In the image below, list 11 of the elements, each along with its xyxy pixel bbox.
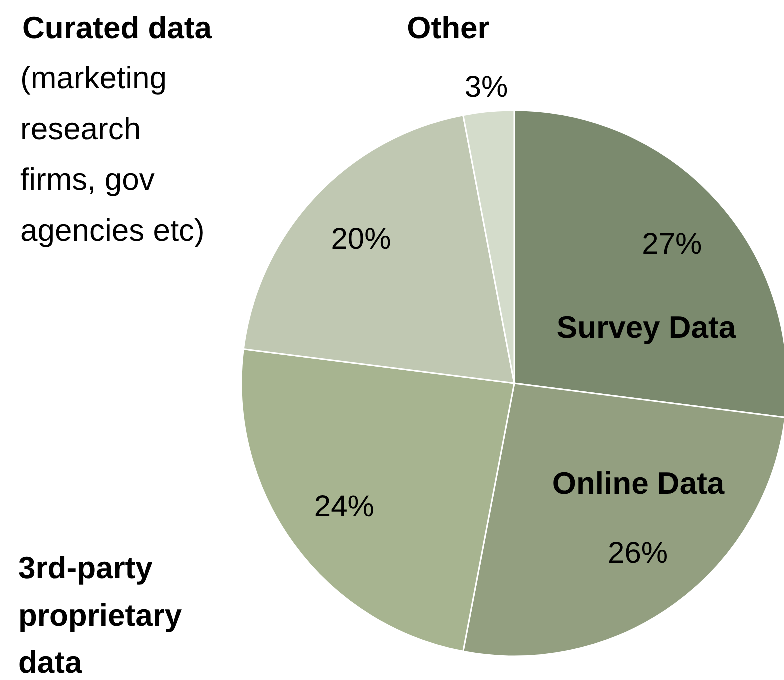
data-label: 27% <box>642 228 702 261</box>
slice-label: Curated data <box>22 10 213 46</box>
data-label: 20% <box>331 223 392 256</box>
data-label: 26% <box>608 537 668 570</box>
text: (marketing research firms, gov agencies etc) <box>20 60 205 248</box>
slice-label: Other <box>407 10 490 46</box>
slice-label: 3rd-party proprietary data <box>18 550 183 680</box>
slice-label: Survey Data <box>556 310 737 345</box>
data-label: 3% <box>464 70 508 104</box>
data-label: 24% <box>314 490 374 524</box>
slice-label: Online Data <box>552 466 726 501</box>
